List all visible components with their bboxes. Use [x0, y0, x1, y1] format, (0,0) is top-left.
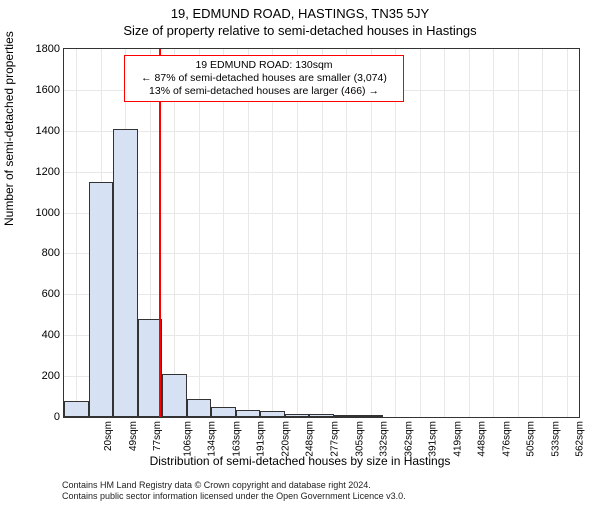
- gridline-v: [542, 49, 543, 417]
- ytick-label: 1600: [36, 84, 60, 96]
- gridline-v: [272, 49, 273, 417]
- ytick-label: 200: [42, 370, 60, 382]
- histogram-bar: [187, 399, 212, 417]
- histogram-bar: [260, 411, 285, 417]
- xtick-label: 419sqm: [452, 421, 463, 457]
- histogram-bar: [285, 414, 310, 417]
- annotation-box: 19 EDMUND ROAD: 130sqm← 87% of semi-deta…: [124, 55, 404, 102]
- page-title-desc: Size of property relative to semi-detach…: [0, 23, 600, 38]
- gridline-v: [346, 49, 347, 417]
- histogram-bar: [64, 401, 89, 417]
- footnote-line1: Contains HM Land Registry data © Crown c…: [62, 480, 406, 491]
- gridline-v: [223, 49, 224, 417]
- gridline-v: [248, 49, 249, 417]
- xtick-label: 163sqm: [231, 421, 242, 457]
- xtick-label: 106sqm: [182, 421, 193, 457]
- histogram-bar: [89, 182, 114, 417]
- gridline-v: [444, 49, 445, 417]
- annotation-line: 13% of semi-detached houses are larger (…: [131, 85, 397, 98]
- gridline-v: [469, 49, 470, 417]
- xtick-label: 134sqm: [207, 421, 218, 457]
- ytick-label: 0: [54, 411, 60, 423]
- footnote-line2: Contains public sector information licen…: [62, 491, 406, 502]
- xtick-label: 49sqm: [128, 421, 139, 451]
- xtick-label: 533sqm: [550, 421, 561, 457]
- property-marker-line: [159, 49, 161, 417]
- xtick-label: 476sqm: [501, 421, 512, 457]
- gridline-v: [322, 49, 323, 417]
- gridline-v: [420, 49, 421, 417]
- ytick-label: 1200: [36, 166, 60, 178]
- xtick-label: 77sqm: [152, 421, 163, 451]
- xtick-label: 191sqm: [256, 421, 267, 457]
- gridline-v: [76, 49, 77, 417]
- gridline-v: [371, 49, 372, 417]
- xtick-label: 20sqm: [103, 421, 114, 451]
- chart-plot-area: 19 EDMUND ROAD: 130sqm← 87% of semi-deta…: [63, 48, 580, 418]
- gridline-v: [395, 49, 396, 417]
- xtick-label: 220sqm: [281, 421, 292, 457]
- xtick-label: 277sqm: [330, 421, 341, 457]
- ytick-label: 600: [42, 288, 60, 300]
- page-title-address: 19, EDMUND ROAD, HASTINGS, TN35 5JY: [0, 6, 600, 21]
- footnote: Contains HM Land Registry data © Crown c…: [62, 480, 406, 502]
- histogram-bar: [334, 415, 359, 417]
- xtick-label: 362sqm: [403, 421, 414, 457]
- ytick-label: 1000: [36, 207, 60, 219]
- ytick-label: 800: [42, 247, 60, 259]
- ytick-label: 400: [42, 329, 60, 341]
- xtick-label: 332sqm: [379, 421, 390, 457]
- histogram-bar: [211, 407, 236, 417]
- gridline-v: [174, 49, 175, 417]
- xtick-label: 505sqm: [526, 421, 537, 457]
- annotation-line: ← 87% of semi-detached houses are smalle…: [131, 72, 397, 85]
- xtick-label: 562sqm: [575, 421, 586, 457]
- histogram-bar: [309, 414, 334, 417]
- histogram-bar: [162, 374, 187, 417]
- histogram-bar: [113, 129, 138, 417]
- gridline-v: [297, 49, 298, 417]
- gridline-v: [199, 49, 200, 417]
- ytick-label: 1400: [36, 125, 60, 137]
- xtick-label: 248sqm: [305, 421, 316, 457]
- gridline-v: [493, 49, 494, 417]
- xtick-label: 305sqm: [354, 421, 365, 457]
- histogram-bar: [358, 415, 383, 417]
- y-axis-label: Number of semi-detached properties: [2, 31, 16, 226]
- ytick-label: 1800: [36, 43, 60, 55]
- annotation-line: 19 EDMUND ROAD: 130sqm: [131, 59, 397, 72]
- gridline-v: [518, 49, 519, 417]
- xtick-label: 448sqm: [477, 421, 488, 457]
- gridline-v: [567, 49, 568, 417]
- xtick-label: 391sqm: [428, 421, 439, 457]
- histogram-bar: [236, 410, 261, 417]
